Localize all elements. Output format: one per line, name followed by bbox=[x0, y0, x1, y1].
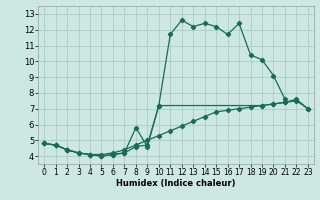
X-axis label: Humidex (Indice chaleur): Humidex (Indice chaleur) bbox=[116, 179, 236, 188]
